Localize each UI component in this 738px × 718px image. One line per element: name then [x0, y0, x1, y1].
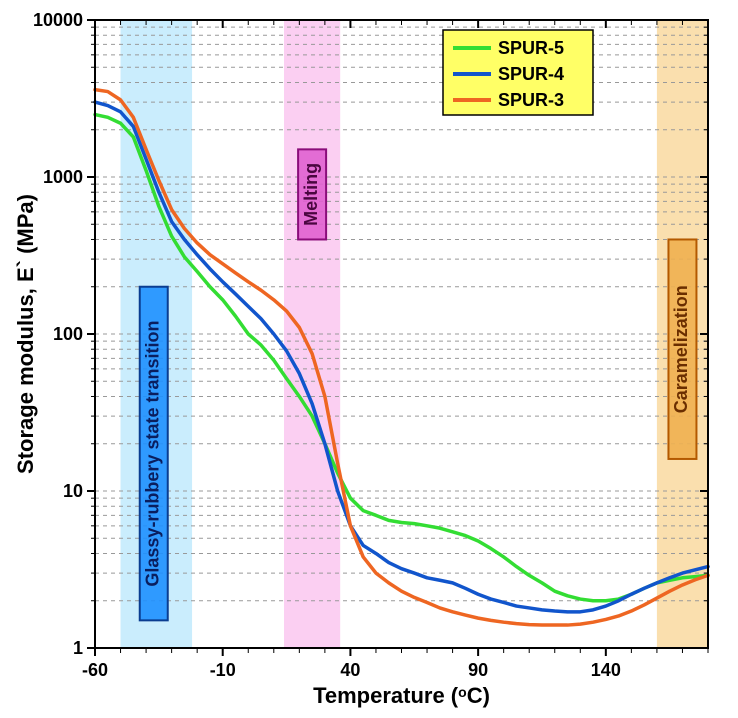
ytick-label: 100 — [53, 324, 83, 344]
legend-label: SPUR-5 — [498, 38, 564, 58]
legend-label: SPUR-4 — [498, 64, 564, 84]
xtick-label: 140 — [591, 660, 621, 680]
xtick-label: 90 — [468, 660, 488, 680]
xtick-label: -60 — [82, 660, 108, 680]
xlabel: Temperature (oC) — [313, 683, 490, 708]
legend-label: SPUR-3 — [498, 90, 564, 110]
chart-container: Glassy-rubbery state transition Melting Ca… — [0, 0, 738, 718]
chart-svg: Glassy-rubbery state transition Melting Ca… — [0, 0, 738, 718]
ytick-label: 1000 — [43, 167, 83, 187]
region-label: Caramelization — [671, 285, 691, 413]
region-label: Melting — [301, 163, 321, 226]
region-label: Glassy-rubbery state transition — [142, 320, 162, 586]
xtick-label: 40 — [340, 660, 360, 680]
ytick-label: 10000 — [33, 10, 83, 30]
xtick-label: -10 — [210, 660, 236, 680]
ytick-label: 10 — [63, 481, 83, 501]
ylabel: Storage modulus, E` (MPa) — [13, 194, 38, 474]
ytick-label: 1 — [73, 638, 83, 658]
